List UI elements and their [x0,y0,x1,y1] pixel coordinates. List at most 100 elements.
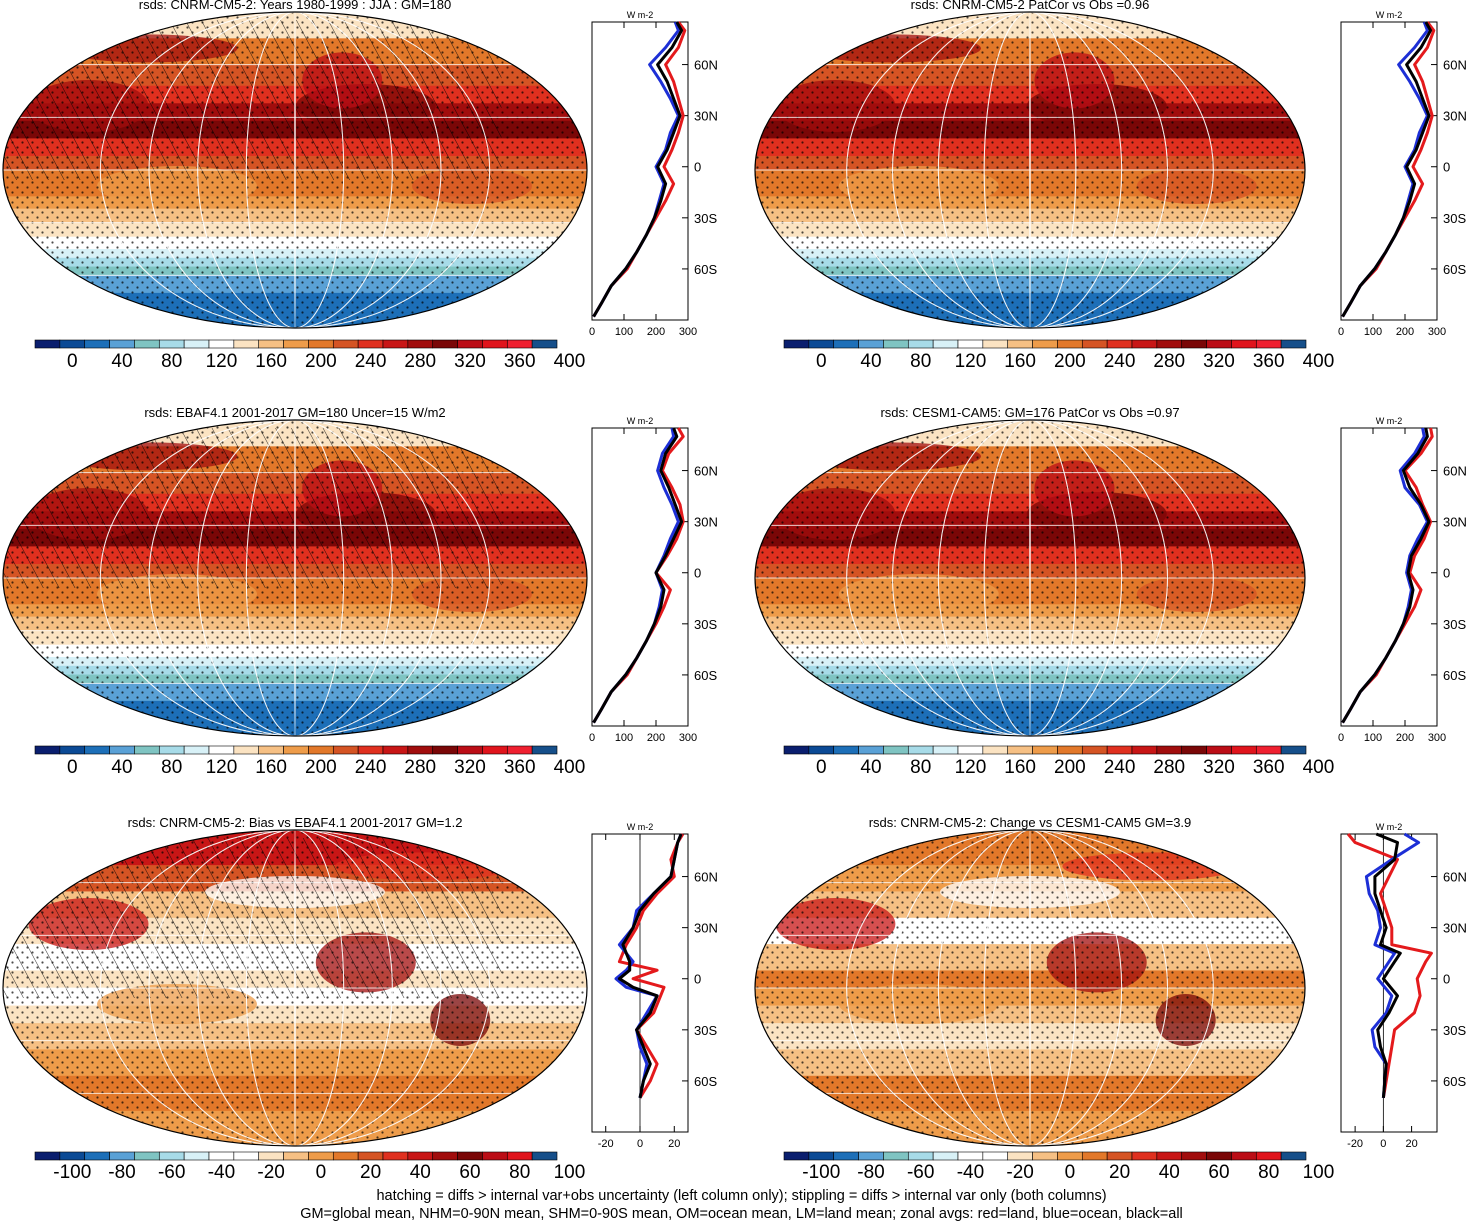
colorbar-box [1255,745,1282,755]
colorbar-box [858,1151,884,1161]
colorbar-tick-label: -80 [108,1162,135,1183]
map-title: rsds: CNRM-CM5-2: Change vs CESM1-CAM5 G… [869,815,1192,830]
graticule-lon [892,830,1168,1146]
colorbar-box [1231,745,1257,755]
colorbar-box [158,745,185,755]
profile-ytick-label: 30N [1443,109,1467,124]
profile-ytick-label: 30N [1443,515,1467,530]
zonal-profile: W m-2 0 100 200 300 60N 30N 0 30S 60S [589,416,718,744]
profile-ytick-label: 60N [1443,58,1467,73]
colorbar-box [134,339,160,349]
map-title: rsds: CESM1-CAM5: GM=176 PatCor vs Obs =… [880,405,1179,420]
colorbar-box [833,339,859,349]
colorbar-box [382,745,409,755]
colorbar-box [957,745,984,755]
zonal-profile: W m-2 0 100 200 300 60N 30N 0 30S 60S [1338,10,1467,338]
colorbar-box [382,339,409,349]
profile-ytick-label: 30N [694,921,718,936]
colorbar-tick-label: 400 [554,757,586,778]
colorbar-box [432,1151,458,1161]
colorbar-tick-label: 120 [206,757,238,778]
graticule-lon [197,420,393,736]
graticule-lon [245,420,345,736]
graticule-lon [294,12,296,328]
profile-ytick-label: 30N [694,515,718,530]
profile-ytick-label: 30N [694,109,718,124]
profile-units: W m-2 [627,10,654,20]
colorbar-box [233,339,260,349]
graticule-lon [846,830,1214,1146]
profile-units: W m-2 [1376,822,1403,832]
colorbar-box [1007,1151,1033,1161]
graticule-lon [99,420,491,736]
colorbar-box [357,745,384,755]
colorbar-tick-label: 120 [206,351,238,372]
colorbar-box [1032,339,1058,349]
colorbar-tick-label: 400 [1303,351,1335,372]
profile-ytick-label: 60S [694,668,717,683]
profile-xtick-label: 0 [637,1138,643,1150]
colorbar-box [1032,745,1058,755]
colorbar-box [357,339,384,349]
colorbar-box [833,1151,859,1161]
colorbar-box [158,339,185,349]
colorbar-box [833,745,859,755]
profile-xtick-label: 100 [615,732,633,744]
colorbar-box [783,745,810,755]
profile-ytick-label: 30S [694,617,717,632]
graticule-lon [937,420,1123,736]
colorbar-box [982,745,1009,755]
profile-xtick-label: 0 [1338,732,1344,744]
colorbar-tick-label: 360 [1253,757,1285,778]
colorbar-tick-label: -100 [802,1162,840,1183]
colorbar-tick-label: 40 [410,1162,431,1183]
colorbar-box [957,339,984,349]
colorbar-box [1156,745,1183,755]
colorbar-box [932,339,959,349]
colorbar-box [1081,745,1108,755]
profile-line-ocean [1364,832,1421,1099]
profile-ytick-label: 30S [694,211,717,226]
colorbar-box [1007,745,1033,755]
colorbar-box [233,745,260,755]
colorbar-box [783,339,810,349]
colorbar-tick-label: 280 [1153,351,1185,372]
colorbar-tick-label: 60 [459,1162,480,1183]
colorbar-box [407,1151,434,1161]
map-title: rsds: CNRM-CM5-2 PatCor vs Obs =0.96 [911,0,1150,12]
colorbar-tick-label: 280 [404,351,436,372]
colorbar-tick-label: -20 [257,1162,284,1183]
colorbar-tick-label: 100 [1303,1162,1335,1183]
colorbar-tick-label: 320 [1203,757,1235,778]
graticule-lon [1029,830,1031,1146]
map-title: rsds: EBAF4.1 2001-2017 GM=180 Uncer=15 … [144,405,445,420]
colorbar-box [531,339,558,349]
colorbar-tick-label: 120 [955,351,987,372]
map-title: rsds: CNRM-CM5-2: Years 1980-1999 : JJA … [139,0,452,12]
colorbar-box [531,1151,558,1161]
colorbar-box [134,1151,160,1161]
colorbar-box [158,1151,185,1161]
profile-line-all [1341,427,1431,724]
profile-xtick-label: 100 [615,326,633,338]
colorbar-tick-label: 40 [860,351,881,372]
colorbar-tick-label: -100 [53,1162,91,1183]
colorbar-box [457,339,483,349]
profile-ytick-label: 60N [694,58,718,73]
colorbar-box [1280,1151,1307,1161]
colorbar-box [1206,339,1232,349]
colorbar-tick-label: 320 [454,351,486,372]
colorbar-box [957,1151,984,1161]
colorbar-tick-label: 320 [1203,351,1235,372]
graticule-lon [983,420,1077,736]
profile-xtick-label: 0 [589,326,595,338]
graticule-lon [937,12,1123,328]
profile-line-land [1346,833,1433,1099]
map-border [2,419,588,737]
colorbar-tick-label: 240 [355,351,387,372]
colorbar-box [332,339,359,349]
colorbar-tick-label: 40 [860,757,881,778]
colorbar-box [258,1151,284,1161]
profile-ytick-label: 60S [1443,1074,1466,1089]
profile-line-all [1341,21,1433,318]
